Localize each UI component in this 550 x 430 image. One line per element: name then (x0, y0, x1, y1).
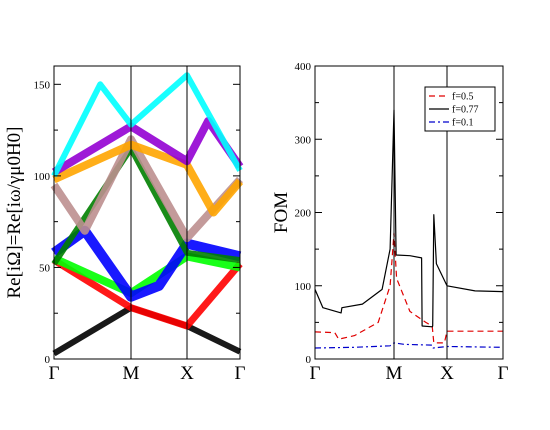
x-tick-label: X (180, 363, 194, 384)
series-line-2 (52, 257, 243, 330)
panel-2: 0 100 200 300 400 Γ M X Γ FOM f=0.5 f=0.77 f=0.1 (271, 61, 509, 384)
y-axis-title: Re[iΩ]=Re[iω/γμ0H0] (4, 126, 25, 298)
y-tick-label: 100 (34, 171, 51, 183)
y-axis-title: FOM (271, 192, 292, 233)
series-line-1 (314, 232, 503, 344)
x-tick-label: Γ (310, 363, 321, 384)
x-tick-label: Γ (235, 363, 246, 384)
y-tick-label: 400 (295, 61, 312, 73)
panel-1: 0 50 100 150 Γ M X Γ Re[iΩ]=Re[iω/γμ0H0] (4, 65, 246, 384)
y-tick-label: 0 (45, 354, 51, 366)
legend-box (424, 86, 496, 132)
series-line-3 (314, 342, 504, 349)
x-tick-label: M (386, 363, 403, 384)
x-tick-label: M (123, 363, 140, 384)
series-line-5 (51, 145, 241, 266)
y-tick-label: 50 (39, 262, 51, 274)
legend: f=0.5 f=0.77 f=0.1 (424, 86, 496, 132)
y-tick-label: 150 (34, 79, 51, 91)
legend-label: f=0.1 (452, 118, 473, 129)
x-tick-label: Γ (498, 363, 509, 384)
series-line-4 (51, 225, 242, 302)
legend-label: f=0.5 (452, 92, 473, 103)
y-tick-label: 0 (306, 354, 312, 366)
plot-frame (53, 65, 241, 360)
y-tick-label: 300 (295, 134, 312, 146)
series-line-2 (314, 109, 504, 328)
series-line-3 (52, 252, 241, 298)
x-tick-label: X (440, 363, 454, 384)
x-tick-label: Γ (49, 363, 60, 384)
y-tick-label: 200 (295, 208, 312, 220)
legend-label: f=0.77 (452, 105, 478, 116)
y-tick-label: 100 (295, 281, 312, 293)
